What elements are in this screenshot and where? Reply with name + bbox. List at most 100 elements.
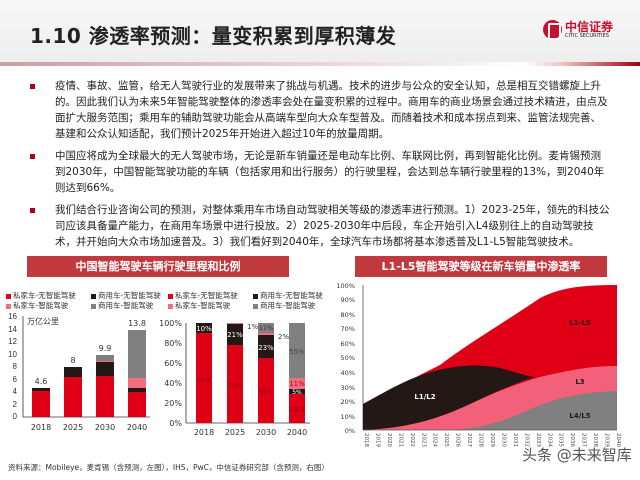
svg-text:2025: 2025 <box>443 433 449 447</box>
bullet-item: 中国应将成为全球最大的无人驾驶市场，无论是新车销量还是电动车比例、车联网比例，再… <box>30 148 610 196</box>
svg-text:2021: 2021 <box>397 433 403 447</box>
source-note: 资料来源：Mobileye，麦肯锡（含预测，左图），IHS，PwC，中信证券研究… <box>8 463 329 472</box>
svg-text:100%: 100% <box>336 282 355 290</box>
svg-text:8: 8 <box>13 362 18 371</box>
svg-text:23%: 23% <box>258 344 274 352</box>
legend-item: 私家车-无智能驾驶 <box>168 291 253 301</box>
svg-text:2: 2 <box>13 400 18 409</box>
svg-text:2038: 2038 <box>592 433 598 447</box>
logo-cn-text: 中信证券 <box>565 19 614 34</box>
svg-text:60%: 60% <box>164 359 182 368</box>
svg-text:8: 8 <box>70 356 75 365</box>
svg-text:6: 6 <box>13 375 18 384</box>
svg-text:L1-L5: L1-L5 <box>569 319 591 327</box>
legend-item: 私家车-智能驾驶 <box>168 301 253 311</box>
svg-text:2026: 2026 <box>455 433 461 447</box>
legend-swatch-icon <box>253 303 258 309</box>
svg-text:13.8: 13.8 <box>128 319 146 328</box>
svg-text:L1/L2: L1/L2 <box>414 393 435 401</box>
svg-text:2039: 2039 <box>604 433 610 447</box>
legend-swatch-icon <box>6 293 11 299</box>
svg-text:2028: 2028 <box>478 433 484 447</box>
svg-text:2029: 2029 <box>489 433 495 447</box>
penetration-area-chart: 100% 90% 80% 70% 60% 50% 40% 30% 20% 10% 0% L1-L… <box>336 282 621 447</box>
svg-text:2018: 2018 <box>194 428 214 437</box>
citic-logo-icon <box>543 20 562 40</box>
svg-text:2031: 2031 <box>512 433 518 447</box>
y-unit-label: 万亿公里 <box>27 316 59 326</box>
svg-text:2030: 2030 <box>500 433 506 447</box>
svg-text:80%: 80% <box>164 339 182 348</box>
svg-text:2030: 2030 <box>256 428 276 437</box>
svg-text:11%: 11% <box>259 324 273 332</box>
svg-text:2024: 2024 <box>432 433 438 447</box>
logo-en-text: CITIC SECURITIES <box>565 32 609 39</box>
svg-text:10%: 10% <box>196 325 212 333</box>
svg-text:2027: 2027 <box>466 433 472 447</box>
svg-text:2018: 2018 <box>31 423 51 432</box>
watermark: 头条 @未来智库 <box>522 446 632 464</box>
legend-item: 商用车-智能驾驶 <box>91 301 171 311</box>
svg-text:78%: 78% <box>227 382 243 390</box>
svg-text:65%: 65% <box>258 388 274 396</box>
svg-text:12: 12 <box>8 337 17 346</box>
svg-text:L4/L5: L4/L5 <box>569 412 590 420</box>
svg-text:4: 4 <box>13 387 18 396</box>
svg-text:100%: 100% <box>160 319 182 328</box>
bullet-marker-icon <box>30 84 35 89</box>
svg-text:4.6: 4.6 <box>35 377 48 386</box>
legend-item: 商用车-无智能驾驶 <box>91 291 171 301</box>
header-divider <box>0 62 640 66</box>
area-l4-l5 <box>363 391 617 430</box>
svg-text:90%: 90% <box>196 377 212 385</box>
legend-swatch-icon <box>6 303 11 309</box>
svg-text:40%: 40% <box>164 379 182 388</box>
svg-text:2025: 2025 <box>63 423 83 432</box>
svg-text:2035: 2035 <box>558 433 564 447</box>
svg-text:L3: L3 <box>575 378 584 386</box>
svg-text:2020: 2020 <box>386 433 392 447</box>
svg-text:30%: 30% <box>341 384 355 392</box>
svg-text:60%: 60% <box>341 340 355 348</box>
svg-text:2030: 2030 <box>95 423 115 432</box>
svg-text:29%: 29% <box>289 406 305 414</box>
svg-text:2023: 2023 <box>420 433 426 447</box>
legend-item: 私家车-智能驾驶 <box>6 301 91 311</box>
slide-header: 1.10 渗透率预测：量变积累到厚积薄发 中信证券 CITIC SECURITI… <box>0 0 640 62</box>
legend-swatch-icon <box>253 293 258 299</box>
left-chart-title: 中国智能驾驶车辆行驶里程和比例 <box>27 256 289 277</box>
legend-left-bar: 私家车-无智能驾驶 商用车-无智能驾驶 私家车-智能驾驶 商用车-智能驾驶 <box>6 291 171 311</box>
svg-text:90%: 90% <box>341 296 355 304</box>
svg-text:2019: 2019 <box>374 433 380 447</box>
legend-swatch-icon <box>91 303 96 309</box>
svg-text:70%: 70% <box>341 325 355 333</box>
legend-item: 商用车-无智能驾驶 <box>253 291 333 301</box>
svg-text:14: 14 <box>8 325 17 334</box>
svg-text:40%: 40% <box>341 369 355 377</box>
svg-text:21%: 21% <box>227 331 243 339</box>
svg-text:1%: 1% <box>247 323 258 331</box>
svg-text:0%: 0% <box>169 419 182 428</box>
svg-text:10%: 10% <box>341 413 355 421</box>
svg-text:0%: 0% <box>345 427 355 435</box>
svg-text:2034: 2034 <box>546 433 552 447</box>
legend-item: 商用车-智能驾驶 <box>253 301 333 311</box>
citic-logo: 中信证券 CITIC SECURITIES <box>543 19 614 40</box>
legend-pct-bar: 私家车-无智能驾驶 商用车-无智能驾驶 私家车-智能驾驶 商用车-智能驾驶 <box>168 291 333 311</box>
svg-text:10: 10 <box>8 350 17 359</box>
svg-text:55%: 55% <box>289 348 305 356</box>
bullet-marker-icon <box>30 154 35 159</box>
svg-text:2025: 2025 <box>225 428 245 437</box>
svg-text:2032: 2032 <box>523 433 529 447</box>
page-title: 1.10 渗透率预测：量变积累到厚积薄发 <box>30 24 397 48</box>
bullet-item: 疫情、事故、监管，给无人驾驶行业的发展带来了挑战与机遇。技术的进步与公众的安全认… <box>30 78 610 142</box>
svg-text:20%: 20% <box>164 399 182 408</box>
svg-text:2033: 2033 <box>535 433 541 447</box>
bullet-list: 疫情、事故、监管，给无人驾驶行业的发展带来了挑战与机遇。技术的进步与公众的安全认… <box>30 78 610 256</box>
bullet-marker-icon <box>30 208 35 213</box>
svg-text:0: 0 <box>13 412 18 421</box>
svg-text:16: 16 <box>8 312 17 321</box>
svg-text:9.9: 9.9 <box>99 344 112 353</box>
legend-swatch-icon <box>91 293 96 299</box>
svg-text:11%: 11% <box>289 380 305 388</box>
